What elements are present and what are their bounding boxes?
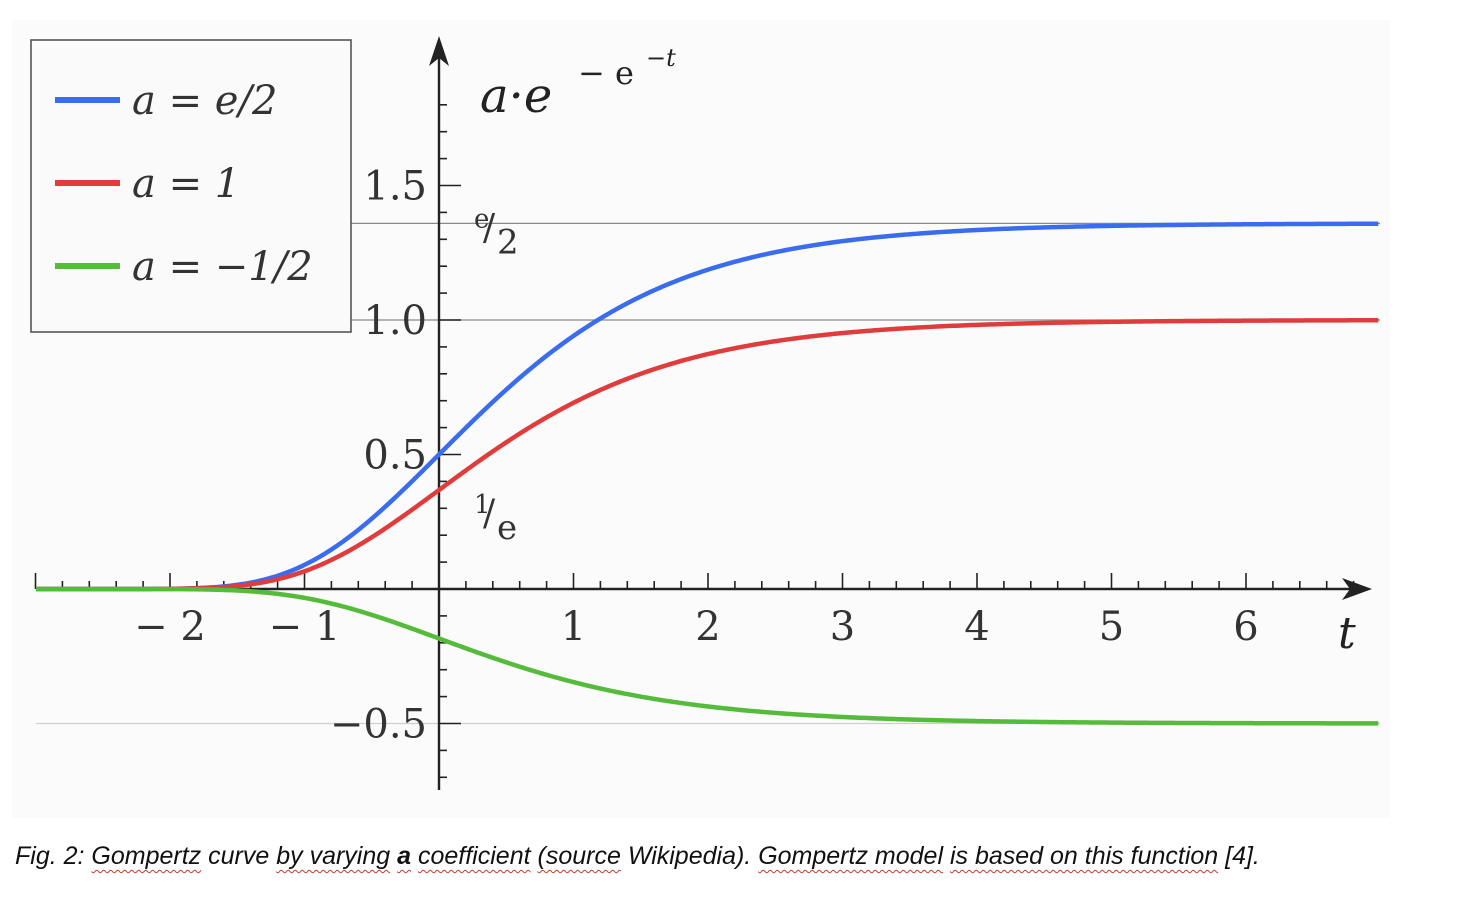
caption-text: by varying [276, 842, 391, 870]
legend-label: a = e/2 [132, 78, 277, 124]
figure-caption: Fig. 2: Gompertz curve by varying a coef… [15, 842, 1260, 871]
x-tick-label: 4 [964, 604, 989, 650]
x-axis-label: t [1338, 608, 1356, 659]
caption-text: (source [537, 842, 621, 870]
function-label-exponent: − e [578, 54, 634, 92]
caption-prefix: Fig. 2: [15, 842, 92, 870]
caption-text [943, 842, 950, 870]
caption-text: is based on this function [949, 842, 1219, 870]
y-tick-label: −0.5 [330, 702, 427, 748]
x-axis-arrow [1342, 578, 1372, 600]
annotation-numerator: e [474, 204, 489, 234]
legend-item-e-half: a = e/2 [55, 78, 277, 124]
annotation-e-over-2: e/2 [474, 204, 519, 262]
legend-label: a = −1/2 [132, 244, 313, 290]
x-tick-label: 5 [1099, 604, 1124, 650]
annotation-slash: / [483, 493, 496, 534]
x-tick-label: 1 [561, 604, 586, 650]
caption-text: Gompertz model [758, 842, 943, 870]
caption-text: Gompertz [91, 842, 202, 870]
curve-a-one [36, 318, 1379, 592]
y-axis-arrow [429, 36, 449, 66]
caption-text [411, 842, 418, 870]
function-label: a·e [480, 68, 552, 124]
annotation-slash: / [483, 207, 496, 248]
caption-coefficient: a [397, 842, 412, 870]
caption-text: curve [201, 842, 277, 870]
curve-a-minus-half [36, 586, 1379, 726]
annotation-denominator: 2 [497, 222, 519, 262]
caption-text: [4]. [1218, 842, 1260, 870]
y-tick-label: 1.0 [363, 298, 427, 344]
x-tick-label: 2 [695, 604, 720, 650]
gompertz-chart: − 2− 1 1 2 3 4 5 61.51.00.5−0.5 e/21/e a·e − e… [30, 36, 1380, 790]
caption-text: Wikipedia). [620, 842, 759, 870]
x-tick-label: 6 [1233, 604, 1258, 650]
annotation-numerator: 1 [474, 490, 491, 520]
x-tick-label: 3 [830, 604, 855, 650]
legend-label: a = 1 [132, 161, 240, 207]
caption-text [531, 842, 538, 870]
caption-text: coefficient [417, 842, 531, 870]
annotation-1-over-e: 1/e [474, 490, 517, 548]
annotation-denominator: e [497, 508, 517, 548]
function-label-exponent-2: −t [646, 44, 676, 72]
legend: a = e/2 a = 1 a = −1/2 [30, 39, 352, 333]
y-tick-label: 0.5 [363, 433, 427, 479]
y-tick-label: 1.5 [363, 164, 427, 210]
x-tick-label: − 2 [134, 604, 206, 650]
legend-item-minus-half: a = −1/2 [55, 244, 313, 290]
legend-item-one: a = 1 [55, 161, 240, 207]
x-tick-label: − 1 [269, 604, 341, 650]
